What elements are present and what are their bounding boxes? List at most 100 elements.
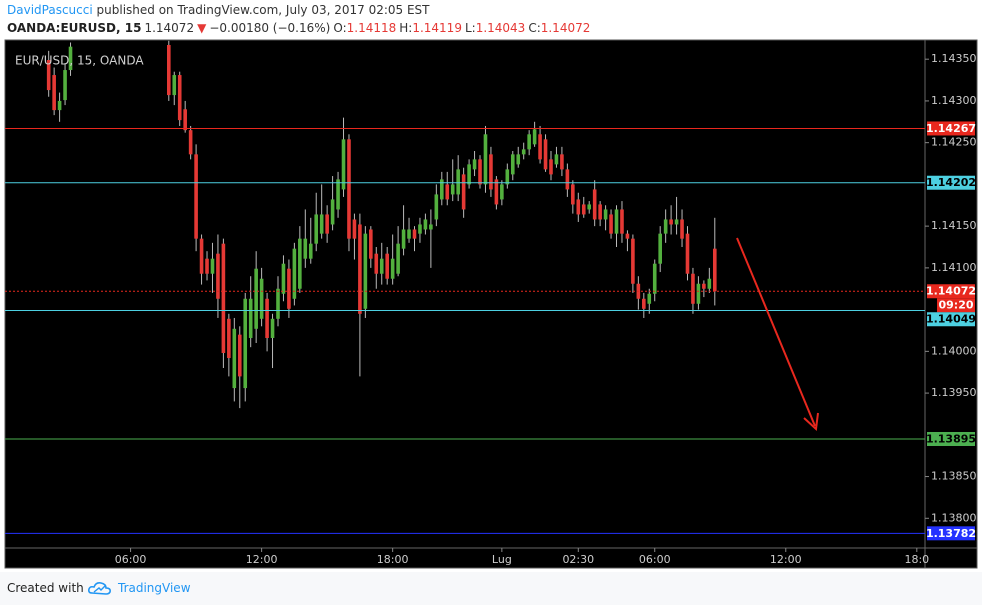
logo[interactable] [88, 580, 112, 596]
candle-body [652, 263, 657, 294]
level-label: 1.14072 [926, 285, 976, 298]
candle-body [494, 179, 499, 205]
candle-body [680, 219, 684, 239]
level-label: 1.13895 [926, 432, 976, 445]
candle-body [581, 204, 586, 215]
candle-body [707, 278, 712, 289]
candle-body [254, 268, 258, 329]
candle-body [46, 60, 51, 91]
footer: Created with TradingView [0, 572, 982, 605]
chart-panel [4, 39, 978, 569]
candle-body [500, 184, 504, 200]
candle-body [336, 179, 340, 210]
series-label: EUR/USD, 15, OANDA [15, 54, 144, 68]
candle-body [489, 154, 493, 190]
candle-body [287, 268, 291, 309]
candle-body [625, 233, 630, 239]
candle-body [478, 159, 482, 185]
countdown-box [937, 298, 975, 313]
candle-body [379, 258, 384, 274]
candle-body [374, 253, 379, 274]
y-tick-label: 1.14100 [931, 261, 977, 274]
y-tick-label: 1.13950 [931, 386, 977, 399]
level-label-box [927, 431, 975, 446]
candle-body [390, 258, 395, 279]
level-label: 1.14267 [926, 122, 976, 135]
candle-body [669, 219, 673, 225]
x-tick-label: 06:00 [115, 553, 147, 566]
candle-body [620, 209, 624, 234]
candle-body [172, 75, 177, 96]
candle-body [385, 253, 389, 279]
candle-body [538, 134, 542, 160]
candle-body [603, 209, 608, 220]
candle-body [232, 328, 237, 389]
candle-body [341, 139, 346, 190]
candle-body [560, 154, 564, 170]
y-tick-label: 1.14300 [931, 94, 977, 107]
candle-body [248, 298, 253, 338]
candle-body [554, 154, 559, 165]
level-label-box [927, 284, 975, 299]
candle-body [63, 70, 67, 101]
candle-body [450, 184, 455, 195]
level-label-box [927, 526, 975, 541]
candle-body [177, 75, 182, 121]
low: 1.14043 [475, 21, 526, 35]
candle-body [221, 243, 226, 354]
candle-body [456, 169, 460, 195]
high: 1.14119 [412, 21, 462, 35]
candle-body [292, 248, 297, 299]
last-price: 1.14072 [144, 21, 195, 35]
candle-body [642, 298, 646, 309]
brand[interactable]: TradingView [118, 581, 191, 595]
candle-body [712, 248, 717, 292]
trend-arrow [736, 237, 819, 432]
candle-body [614, 209, 619, 234]
level-label: 1.13782 [926, 527, 976, 540]
author[interactable]: DavidPascucci [7, 3, 93, 17]
candle-body [188, 130, 193, 155]
candle-body [516, 154, 521, 165]
candle-body [510, 154, 515, 175]
x-tick-label: 06:00 [639, 553, 671, 566]
candle-body [576, 199, 581, 215]
chart: 1.14350 1.14300 1.14250 1.14150 1.14100 1.140… [4, 39, 978, 569]
candle-body [265, 298, 269, 338]
candle-body [308, 243, 313, 259]
candle-body [647, 293, 652, 304]
candle-body [609, 214, 613, 234]
candle-body [549, 159, 553, 175]
candle-body [587, 204, 592, 210]
candle-body [347, 139, 351, 239]
symbol: OANDA:EURUSD, 15 [7, 21, 142, 35]
published: published on TradingView.com, July 03, 2… [96, 3, 430, 17]
candle-body [445, 184, 450, 200]
candle-body [369, 229, 373, 259]
candle-body [598, 204, 602, 220]
x-tick-label: 12:00 [770, 553, 802, 566]
candle-body [521, 149, 526, 155]
candle-body [363, 233, 368, 309]
level-label: 1.14049 [926, 313, 976, 326]
low-label: L: [464, 21, 476, 35]
candle-body [314, 214, 319, 244]
close-label: C: [528, 21, 541, 35]
candle-body [352, 219, 357, 239]
y-tick-label: 1.13800 [931, 511, 977, 524]
candle-body [674, 219, 679, 225]
level-label-box [927, 121, 975, 136]
candle-body [237, 334, 242, 377]
candle-body [592, 189, 597, 220]
candle-body [696, 283, 701, 304]
candle-body [259, 278, 264, 319]
publish-line: DavidPascucci published on TradingView.c… [7, 3, 430, 17]
candle-body [303, 238, 308, 259]
candle-body [527, 134, 531, 150]
quote-line: OANDA:EURUSD, 15 1.14072 ▼ −0.00180 (−0.16%… [7, 21, 593, 35]
candle-body [276, 288, 280, 319]
axes: 1.14350 1.14300 1.14250 1.14150 1.14100 1.140… [115, 52, 977, 566]
candle-body [298, 238, 302, 289]
candle-body [319, 214, 324, 234]
candle-body [631, 238, 635, 284]
